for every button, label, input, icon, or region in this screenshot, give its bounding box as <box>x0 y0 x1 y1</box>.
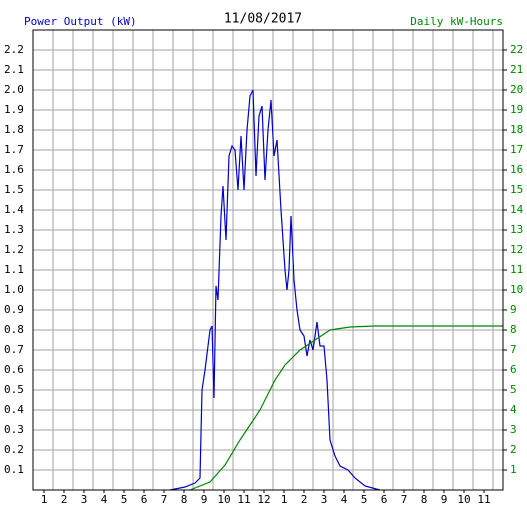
y-tick-label: 1.7 <box>4 143 24 156</box>
x-tick-label: 12 <box>257 493 270 506</box>
y-tick-label: 1.1 <box>4 263 24 276</box>
y-tick-label: 0.2 <box>4 443 24 456</box>
y2-tick-label: 8 <box>510 323 517 336</box>
y2-tick-label: 16 <box>510 163 523 176</box>
y2-tick-label: 4 <box>510 403 517 416</box>
x-tick-label: 8 <box>421 493 428 506</box>
y2-tick-label: 14 <box>510 203 524 216</box>
y-tick-label: 1.8 <box>4 123 24 136</box>
x-tick-label: 11 <box>237 493 250 506</box>
x-tick-label: 1 <box>41 493 48 506</box>
x-tick-label: 11 <box>477 493 490 506</box>
y2-tick-label: 5 <box>510 383 517 396</box>
x-tick-label: 2 <box>301 493 308 506</box>
y-axis-label: Power Output (kW) <box>24 15 137 28</box>
y2-tick-label: 2 <box>510 443 517 456</box>
chart-title: 11/08/2017 <box>224 12 302 27</box>
y-tick-label: 2.1 <box>4 63 24 76</box>
x-tick-label: 3 <box>81 493 88 506</box>
y-tick-label: 1.5 <box>4 183 24 196</box>
y-tick-label: 0.3 <box>4 423 24 436</box>
y2-tick-label: 1 <box>510 463 517 476</box>
y2-tick-label: 9 <box>510 303 517 316</box>
y-tick-label: 0.4 <box>4 403 24 416</box>
y2-tick-label: 19 <box>510 103 523 116</box>
y2-tick-label: 7 <box>510 343 517 356</box>
x-tick-label: 7 <box>161 493 168 506</box>
y-tick-label: 0.5 <box>4 383 24 396</box>
y2-tick-label: 3 <box>510 423 517 436</box>
y-tick-label: 1.4 <box>4 203 24 216</box>
y2-tick-label: 13 <box>510 223 523 236</box>
y-tick-label: 0.8 <box>4 323 24 336</box>
y2-tick-label: 12 <box>510 243 523 256</box>
x-tick-label: 9 <box>201 493 208 506</box>
y-tick-label: 1.3 <box>4 223 24 236</box>
x-tick-label: 4 <box>101 493 108 506</box>
y-tick-label: 2.2 <box>4 43 24 56</box>
x-tick-label: 4 <box>341 493 348 506</box>
x-tick-label: 3 <box>321 493 328 506</box>
y2-tick-label: 22 <box>510 43 523 56</box>
y2-tick-label: 10 <box>510 283 523 296</box>
y-tick-label: 0.1 <box>4 463 24 476</box>
series-line <box>169 89 381 491</box>
series-line <box>189 325 503 491</box>
x-tick-label: 2 <box>61 493 68 506</box>
x-tick-label: 8 <box>181 493 188 506</box>
y2-tick-label: 20 <box>510 83 523 96</box>
y-tick-label: 1.6 <box>4 163 24 176</box>
y-tick-label: 0.7 <box>4 343 24 356</box>
x-tick-label: 5 <box>361 493 368 506</box>
y-tick-label: 0.9 <box>4 303 24 316</box>
x-tick-label: 9 <box>441 493 448 506</box>
y-tick-label: 1.0 <box>4 283 24 296</box>
x-tick-label: 7 <box>401 493 408 506</box>
y2-tick-label: 11 <box>510 263 523 276</box>
y-tick-label: 1.2 <box>4 243 24 256</box>
y2-tick-label: 17 <box>510 143 523 156</box>
x-tick-label: 6 <box>141 493 148 506</box>
x-tick-label: 5 <box>121 493 128 506</box>
x-tick-label: 10 <box>217 493 230 506</box>
x-tick-label: 1 <box>281 493 288 506</box>
x-tick-label: 10 <box>457 493 470 506</box>
plot-frame <box>32 29 504 491</box>
x-tick-label: 6 <box>381 493 388 506</box>
y2-axis-label: Daily kW-Hours <box>410 15 503 28</box>
y-tick-label: 1.9 <box>4 103 24 116</box>
y2-tick-label: 6 <box>510 363 517 376</box>
y2-tick-label: 15 <box>510 183 523 196</box>
y-tick-label: 2.0 <box>4 83 24 96</box>
y-tick-label: 0.6 <box>4 363 24 376</box>
y2-tick-label: 21 <box>510 63 523 76</box>
y2-tick-label: 18 <box>510 123 523 136</box>
